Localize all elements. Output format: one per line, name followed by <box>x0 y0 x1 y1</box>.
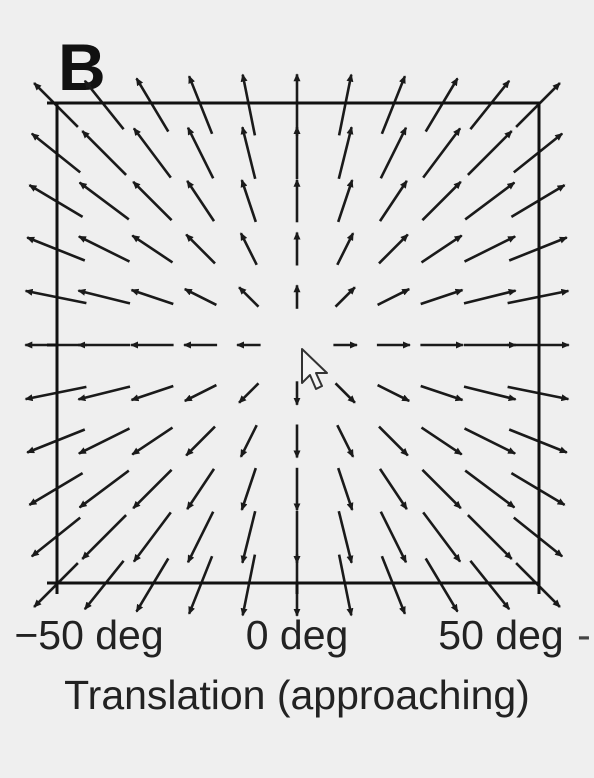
flow-arrow <box>334 286 356 308</box>
flow-arrow <box>186 511 215 564</box>
flow-arrow <box>380 75 407 135</box>
flow-arrow <box>130 288 174 306</box>
x-tick-label-right: 50 deg <box>438 612 564 658</box>
flow-arrow <box>132 511 172 563</box>
flow-arrow <box>420 426 463 456</box>
flow-arrow <box>337 554 354 617</box>
flow-arrow <box>463 235 516 263</box>
flow-arrow <box>336 467 354 511</box>
flow-arrow <box>420 288 464 306</box>
flow-arrow <box>463 427 516 455</box>
flow-arrow <box>187 555 214 615</box>
flow-arrow <box>240 73 257 136</box>
flow-arrow <box>185 233 216 265</box>
x-axis-label: Translation (approaching) <box>64 672 530 718</box>
flow-arrow <box>239 424 258 458</box>
flow-arrow <box>83 79 125 131</box>
x-tick-label-left: −50 deg <box>14 612 164 658</box>
flow-arrow <box>187 75 214 135</box>
flow-arrow <box>132 468 173 510</box>
arrow-cursor-icon <box>301 348 328 390</box>
flow-arrow <box>77 288 131 305</box>
flow-arrow <box>130 384 174 402</box>
flow-arrow <box>378 233 409 265</box>
flow-arrow <box>378 468 408 510</box>
flow-arrow <box>81 514 128 560</box>
flow-arrow <box>424 77 459 133</box>
flow-arrow <box>78 427 131 455</box>
flow-arrow <box>336 424 355 458</box>
flow-arrow <box>464 181 516 221</box>
flow-arrow <box>131 234 174 264</box>
flow-arrow <box>77 385 131 402</box>
flow-arrow <box>238 286 260 308</box>
flow-arrow <box>78 469 130 509</box>
flow-arrow <box>422 127 462 179</box>
flow-arrow <box>81 130 128 176</box>
edge-mark: - <box>577 612 591 658</box>
flow-arrow <box>83 559 125 611</box>
flow-arrow <box>336 179 354 223</box>
flow-arrow <box>78 235 131 263</box>
flow-arrow <box>186 126 215 179</box>
flow-arrow <box>240 126 257 180</box>
flow-arrow <box>379 511 408 564</box>
flow-arrow <box>424 557 459 613</box>
flow-arrow <box>378 180 408 222</box>
flow-arrow <box>240 179 258 223</box>
flow-arrow <box>469 559 511 611</box>
flow-arrow <box>469 79 511 131</box>
flow-arrow <box>240 467 258 511</box>
flow-arrow <box>463 385 517 402</box>
flow-arrow <box>378 425 409 457</box>
flow-arrow <box>240 554 257 617</box>
panel-label: B <box>58 30 106 104</box>
flow-arrow <box>379 126 408 179</box>
flow-arrow <box>185 425 216 457</box>
flow-arrow <box>334 382 356 404</box>
flow-arrow <box>239 232 258 266</box>
flow-arrow <box>135 557 170 613</box>
flow-arrow <box>337 126 354 180</box>
axis-ticks <box>47 101 541 594</box>
flow-arrow <box>463 288 517 305</box>
flow-arrow <box>78 181 130 221</box>
flow-arrow <box>183 383 217 403</box>
flow-arrow <box>132 180 173 222</box>
flow-arrow <box>466 130 513 176</box>
flow-arrow <box>336 232 355 266</box>
flow-arrow <box>238 382 260 404</box>
flow-arrows <box>24 73 570 617</box>
flow-arrow <box>421 468 462 510</box>
flow-arrow <box>420 384 464 402</box>
flow-arrow <box>240 510 257 564</box>
flow-arrow <box>380 555 407 615</box>
flow-arrow <box>337 510 354 564</box>
flow-arrow <box>377 383 411 403</box>
flow-arrow <box>422 511 462 563</box>
flow-arrow <box>186 468 216 510</box>
flow-arrow <box>183 287 217 307</box>
flow-arrow <box>337 73 354 136</box>
flow-arrow <box>131 426 174 456</box>
x-tick-label-center: 0 deg <box>245 612 349 658</box>
flow-arrow <box>464 469 516 509</box>
flow-arrow <box>466 514 513 560</box>
flow-arrow <box>132 127 172 179</box>
flow-arrow <box>186 180 216 222</box>
flow-arrow <box>135 77 170 133</box>
flow-arrow <box>377 287 411 307</box>
flow-arrow <box>420 234 463 264</box>
flow-arrow <box>421 180 462 222</box>
